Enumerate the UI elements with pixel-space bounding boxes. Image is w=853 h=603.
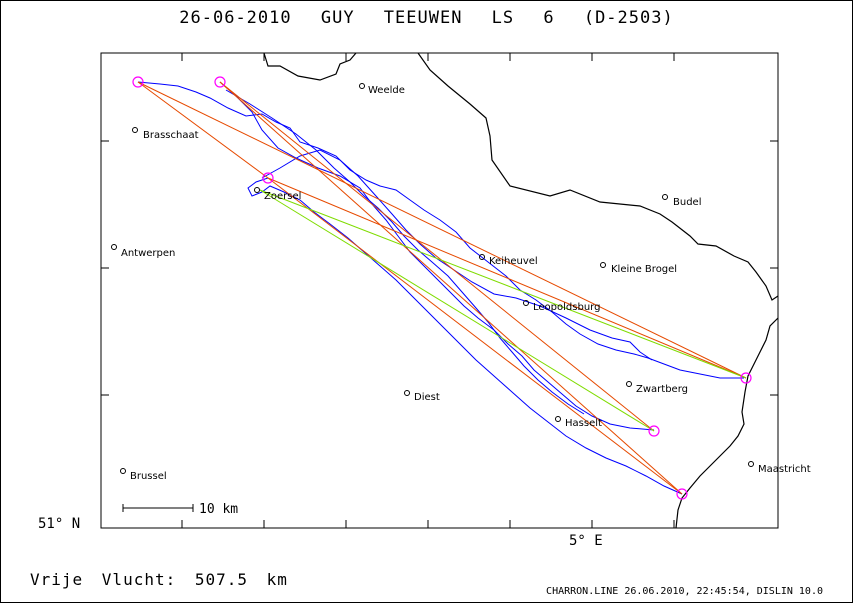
town-zwartberg: Zwartberg xyxy=(626,381,688,395)
scale-bar: 10 km xyxy=(122,502,238,517)
latitude-label: 51° N xyxy=(38,516,81,532)
leg-3 xyxy=(219,81,655,432)
turnpoint-marker xyxy=(676,488,688,500)
track-segment-3 xyxy=(247,177,683,495)
town-brussel: Brussel xyxy=(120,468,167,482)
town-diest: Diest xyxy=(404,390,440,403)
town-label: Antwerpen xyxy=(121,248,175,259)
town-budel: Budel xyxy=(662,194,701,208)
turnpoint-marker xyxy=(740,372,752,384)
town-label: Brussel xyxy=(130,471,167,482)
scale-bar-label: 10 km xyxy=(199,502,238,517)
town-kleine-brogel: Kleine Brogel xyxy=(600,262,677,275)
town-hasselt: Hasselt xyxy=(555,416,602,429)
leg-6 xyxy=(219,81,683,495)
town-maastricht: Maastricht xyxy=(748,461,811,475)
axis-ticks xyxy=(101,53,778,528)
map-title: 26-06-2010 GUY TEEUWEN LS 6 (D-2503) xyxy=(179,8,674,28)
town-label: Budel xyxy=(673,197,701,208)
leg-5 xyxy=(267,177,747,379)
town-brasschaat: Brasschaat xyxy=(132,127,199,141)
track-segment-1 xyxy=(137,81,744,379)
town-label: Diest xyxy=(414,392,440,403)
town-leopoldsburg: Leopoldsburg xyxy=(523,300,600,313)
leg-4 xyxy=(267,177,683,495)
turnpoint-marker xyxy=(214,76,226,88)
town-label: Maastricht xyxy=(758,464,811,475)
turnpoint-marker xyxy=(648,425,660,437)
border-be-nl-east xyxy=(675,317,779,529)
turnpoints xyxy=(132,76,752,500)
map-border xyxy=(100,52,779,529)
border-coast-north xyxy=(263,52,357,81)
track-segment-4 xyxy=(225,89,585,415)
distance-text: Vrije Vlucht: 507.5 km xyxy=(30,570,288,589)
leg-8 xyxy=(259,189,747,379)
leg-7 xyxy=(259,189,655,432)
town-label: Kleine Brogel xyxy=(611,264,677,275)
turnpoint-marker xyxy=(132,76,144,88)
town-label: Zwartberg xyxy=(636,384,688,395)
task-legs xyxy=(137,81,747,495)
longitude-label: 5° E xyxy=(569,533,603,549)
town-label: Leopoldsburg xyxy=(533,302,600,313)
towns: Weelde Brasschaat Zoersel Budel Antwerpe… xyxy=(111,83,811,482)
town-weelde: Weelde xyxy=(359,83,405,96)
town-label: Weelde xyxy=(368,85,405,96)
leg-1 xyxy=(137,81,747,379)
border-be-nl-north xyxy=(417,52,779,301)
town-label: Brasschaat xyxy=(143,130,199,141)
country-borders xyxy=(263,52,779,529)
town-label: Zoersel xyxy=(264,191,301,202)
track-segment-5 xyxy=(261,149,653,361)
glider-track xyxy=(137,81,744,495)
leg-2 xyxy=(137,81,269,179)
turnpoint-marker xyxy=(262,172,274,184)
town-zoersel: Zoersel xyxy=(254,187,301,202)
town-antwerpen: Antwerpen xyxy=(111,244,175,259)
footer-info: CHARRON.LINE 26.06.2010, 22:45:54, DISLI… xyxy=(546,586,823,597)
town-label: Hasselt xyxy=(565,418,602,429)
town-keiheuvel: Keiheuvel xyxy=(479,254,538,267)
town-label: Keiheuvel xyxy=(489,256,538,267)
track-segment-2 xyxy=(219,81,655,431)
